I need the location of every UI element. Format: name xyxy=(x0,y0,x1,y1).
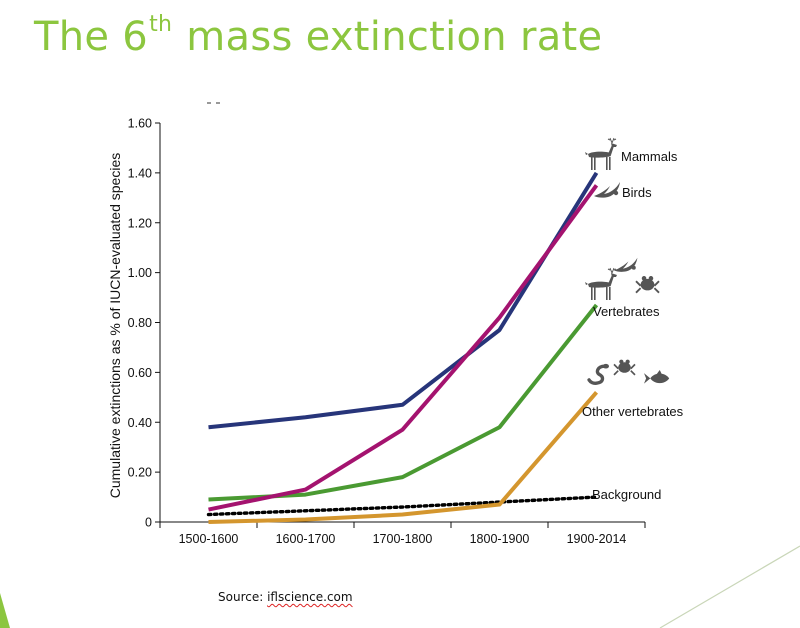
source-link[interactable]: iflscience.com xyxy=(267,590,353,604)
deer-leg xyxy=(594,157,596,170)
slide-title-superscript: th xyxy=(149,12,173,37)
y-tick-label: 1.20 xyxy=(128,216,152,230)
y-tick-label: 1.60 xyxy=(128,117,152,131)
deer-leg xyxy=(591,157,593,170)
fish-body xyxy=(644,373,670,384)
frog-body xyxy=(640,278,655,291)
snake-body xyxy=(587,364,607,385)
bird-head xyxy=(631,265,636,270)
deer-leg xyxy=(594,287,596,300)
frog-eye xyxy=(648,276,654,281)
y-tick-label: 1.40 xyxy=(128,166,152,180)
deer-leg xyxy=(609,157,611,170)
series-label: Background xyxy=(592,487,661,502)
deer-head xyxy=(611,143,617,147)
source-label: Source: xyxy=(218,590,264,604)
series-background xyxy=(206,495,599,517)
frog-body xyxy=(618,362,631,373)
series-line xyxy=(208,171,599,430)
deer-icon xyxy=(585,137,617,170)
x-tick-label: 1800-1900 xyxy=(470,532,530,546)
deer-body xyxy=(588,151,611,158)
bird-body xyxy=(614,257,638,272)
slide-title-text: The 6 xyxy=(34,14,149,60)
series-birds xyxy=(208,184,599,512)
bird-icon xyxy=(614,257,638,272)
x-tick-label: 1500-1600 xyxy=(179,532,239,546)
deer-head xyxy=(611,273,617,277)
deer-icon xyxy=(585,267,617,300)
deer-neck xyxy=(608,145,614,155)
series-label: Birds xyxy=(622,185,652,200)
deer-leg xyxy=(606,157,608,170)
frog-eye xyxy=(641,276,647,281)
y-tick-label: 0.80 xyxy=(128,316,152,330)
deer-antlers xyxy=(607,267,617,274)
deer-tail xyxy=(585,152,588,155)
frog-icon xyxy=(635,276,660,294)
y-tick-label: 1.00 xyxy=(128,266,152,280)
y-tick-label: 0.40 xyxy=(128,416,152,430)
fish-icon xyxy=(644,370,670,384)
slide-title: The 6th mass extinction rate xyxy=(34,12,602,60)
x-tick-label: 1600-1700 xyxy=(276,532,336,546)
deer-body xyxy=(588,281,611,288)
bird-body xyxy=(594,182,620,198)
decor-corner-right xyxy=(659,545,800,628)
slide-title-text-rest: mass extinction rate xyxy=(173,14,603,60)
deer-neck xyxy=(608,275,614,285)
series-label: Mammals xyxy=(621,149,678,164)
bird-head xyxy=(613,190,619,196)
series-label: Vertebrates xyxy=(593,304,660,319)
deer-tail xyxy=(585,282,588,285)
x-tick-label: 1700-1800 xyxy=(373,532,433,546)
y-tick-label: 0.60 xyxy=(128,366,152,380)
y-tick-label: 0 xyxy=(145,516,152,530)
snake-head xyxy=(602,363,609,369)
series-line xyxy=(206,495,599,517)
source-citation: Source: iflscience.com xyxy=(218,590,353,604)
deer-leg xyxy=(591,287,593,300)
frog-legs xyxy=(635,280,660,294)
series-label: Other vertebrates xyxy=(582,404,684,419)
y-axis-title: Cumulative extinctions as % of IUCN-eval… xyxy=(107,153,123,499)
y-tick-label: 0.20 xyxy=(128,466,152,480)
decor-corner-left xyxy=(0,593,10,628)
x-tick-label: 1900-2014 xyxy=(567,532,627,546)
fish-fin xyxy=(656,370,662,375)
snake-icon xyxy=(587,363,609,385)
frog-eye xyxy=(625,359,630,364)
series-mammals xyxy=(208,171,599,430)
deer-antlers xyxy=(607,137,617,144)
frog-eye xyxy=(619,359,624,364)
deer-leg xyxy=(609,287,611,300)
frog-icon xyxy=(613,359,636,376)
bird-icon xyxy=(594,182,620,198)
deer-leg xyxy=(606,287,608,300)
series-line xyxy=(208,391,599,524)
series-other-vertebrates xyxy=(208,391,599,524)
frog-legs xyxy=(613,363,636,376)
